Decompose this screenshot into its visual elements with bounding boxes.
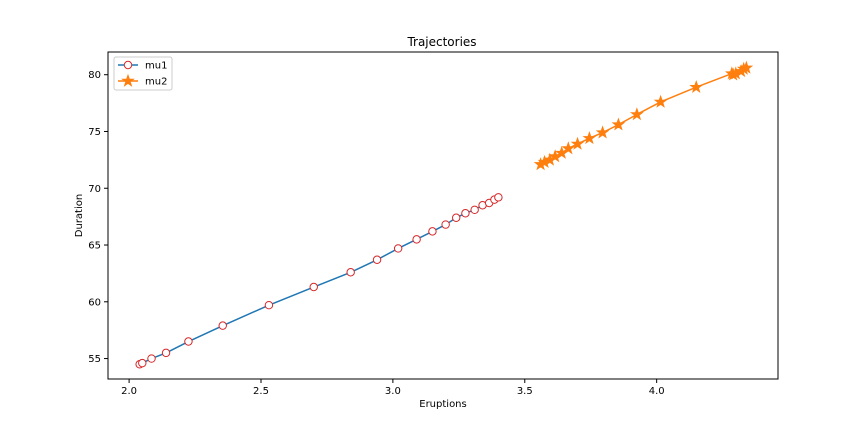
data-point-mu2 (611, 117, 626, 131)
data-point-mu1 (161, 348, 171, 358)
x-axis-ticks: 2.0 2.5 3.0 3.5 4.0 (121, 379, 665, 397)
data-point-mu1 (461, 209, 470, 218)
data-point-mu1 (264, 300, 274, 310)
x-tick-label: 3.0 (385, 386, 401, 397)
data-point-mu1 (494, 193, 503, 202)
data-point-mu2 (689, 79, 704, 94)
y-tick-label: 70 (88, 184, 101, 195)
x-tick-label: 2.0 (121, 386, 137, 397)
plot-frame (107, 51, 779, 380)
data-point-mu1 (441, 220, 450, 229)
data-point-mu1 (138, 358, 147, 368)
series-mu2 (533, 60, 754, 171)
x-axis-label: Eruptions (419, 399, 466, 410)
y-tick-label: 75 (88, 127, 101, 138)
data-point-mu1 (346, 268, 355, 277)
data-point-mu2 (653, 94, 668, 108)
y-axis-ticks: 55 60 65 70 75 80 (88, 70, 108, 365)
data-point-mu1 (428, 227, 437, 236)
legend-swatch-marker (121, 73, 135, 87)
data-point-mu1 (218, 321, 227, 330)
legend-swatch-marker (123, 60, 133, 70)
y-axis-label: Duration (74, 194, 85, 237)
y-tick-label: 60 (88, 297, 101, 308)
data-point-mu2 (595, 125, 610, 139)
data-point-mu2 (582, 131, 597, 145)
series-mu1 (135, 193, 503, 369)
data-point-mu1 (470, 205, 479, 215)
legend-label: mu1 (145, 61, 167, 72)
y-tick-label: 80 (88, 70, 101, 81)
data-point-mu1 (412, 235, 421, 244)
data-point-mu1 (309, 282, 318, 292)
legend-label: mu2 (145, 77, 167, 88)
x-tick-label: 4.0 (649, 386, 665, 397)
data-point-mu1 (372, 255, 382, 265)
data-point-mu1 (147, 354, 156, 363)
data-point-mu2 (630, 107, 644, 121)
data-point-mu2 (739, 60, 754, 74)
chart-title: Trajectories (406, 35, 476, 49)
data-point-mu1 (393, 244, 403, 253)
series-layer (135, 60, 754, 369)
data-point-mu1 (184, 337, 193, 346)
data-point-mu1 (451, 213, 461, 222)
series-line-mu2 (540, 67, 747, 166)
y-tick-label: 55 (88, 354, 101, 365)
data-point-mu2 (570, 136, 585, 150)
data-point-mu2 (561, 141, 576, 155)
y-tick-label: 65 (88, 241, 101, 252)
x-tick-label: 3.5 (517, 386, 533, 397)
x-tick-label: 2.5 (253, 386, 269, 397)
